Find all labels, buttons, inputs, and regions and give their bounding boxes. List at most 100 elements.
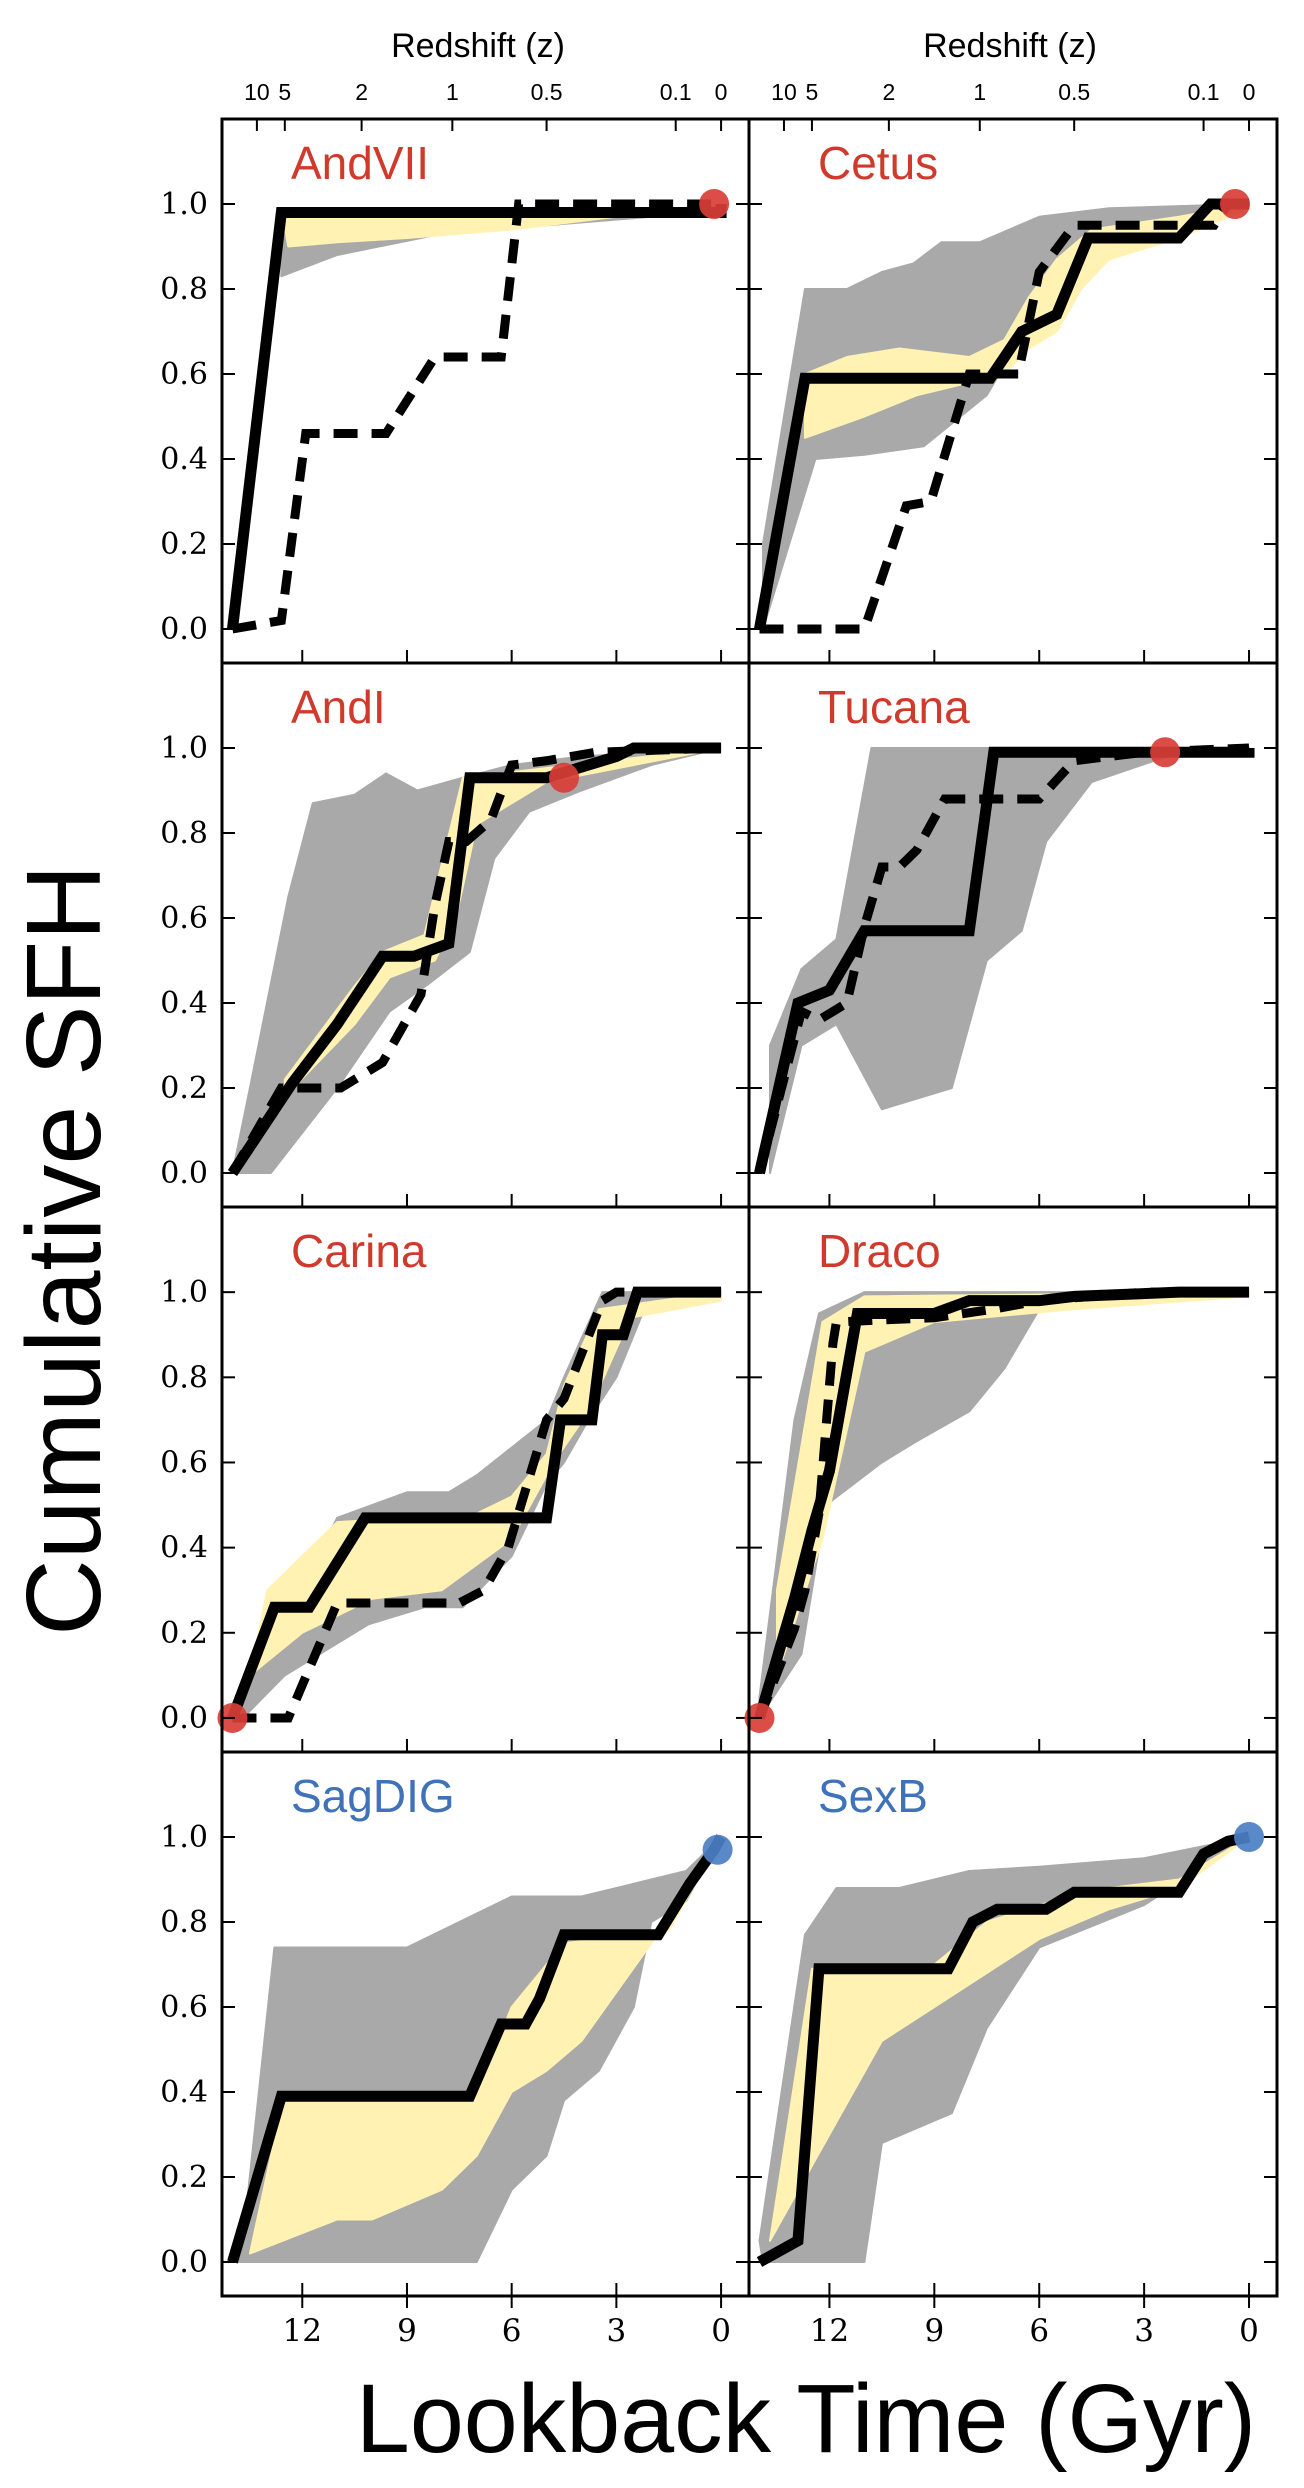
- tau90-marker: [549, 762, 580, 793]
- tau90-marker: [1150, 737, 1181, 768]
- panel-tucana: Tucana: [747, 661, 1279, 1209]
- solid-sfh-line: [227, 1286, 722, 1720]
- y-tick-label: 0.8: [160, 1905, 208, 1940]
- y-tick-label: 1.0: [160, 1820, 208, 1855]
- y-axis-title: Cumulative SFH: [5, 864, 123, 1636]
- systematic-uncertainty-band: [248, 1836, 723, 2255]
- y-tick-label: 0.6: [160, 1990, 208, 2025]
- solid-sfh-line: [227, 742, 722, 1177]
- systematic-uncertainty-band: [775, 1291, 1251, 1677]
- z-tick-label: 5: [806, 79, 819, 105]
- panel-carina: 0.0 0.2 0.4 0.6 0.8 1.0 Carina: [160, 1205, 751, 1754]
- y-tick-label: 0.4: [160, 442, 208, 477]
- x-tick-label: 3: [607, 2313, 627, 2349]
- mc-uncertainty-band: [231, 747, 723, 1174]
- x-tick-label: 0: [711, 2313, 731, 2349]
- dashed-sfh-line: [759, 199, 1250, 634]
- systematic-uncertainty-band: [283, 747, 723, 1098]
- y-tick-label: 0.4: [160, 1531, 208, 1566]
- dashed-sfh-line: [755, 743, 1250, 1175]
- z-tick-label: 0: [1243, 79, 1256, 105]
- y-tick-label: 0.8: [160, 272, 208, 307]
- panel-sexb: 12 9 6 3 0 SexB: [747, 1750, 1279, 2349]
- top-axis-label: Redshift (z): [391, 27, 565, 65]
- y-tick-label: 0.2: [160, 1616, 208, 1651]
- plot-area: [227, 1834, 726, 2264]
- x-tick-label: 6: [502, 2313, 522, 2349]
- y-tick-label: 0.2: [160, 1071, 208, 1106]
- z-tick-label: 2: [355, 79, 368, 105]
- panel-title: Carina: [291, 1225, 427, 1277]
- panel-cetus: 10 5 2 1 0.5 0.1 0 Cetus: [747, 79, 1279, 665]
- plot-area: [227, 742, 723, 1177]
- y-tick-label: 0.6: [160, 901, 208, 936]
- panel-title: AndVII: [291, 137, 429, 189]
- dashed-sfh-line: [228, 743, 722, 1176]
- x-axis-title: Lookback Time (Gyr): [356, 2364, 1256, 2473]
- panel-title: Tucana: [818, 681, 970, 733]
- z-tick-label: 1: [973, 79, 986, 105]
- z-tick-label: 10: [771, 79, 797, 105]
- plot-area: [754, 198, 1251, 634]
- solid-sfh-line: [227, 1834, 726, 2264]
- x-tick-label: 9: [397, 2313, 417, 2349]
- panel-title: SagDIG: [291, 1770, 455, 1822]
- plot-area: [227, 1286, 723, 1723]
- y-tick-label: 0.0: [160, 1156, 208, 1191]
- y-tick-label: 0.4: [160, 986, 208, 1021]
- panel-title: Draco: [818, 1225, 941, 1277]
- y-tick-label: 0.8: [160, 1360, 208, 1395]
- y-tick-label: 0.0: [160, 612, 208, 647]
- z-tick-label: 0.5: [1058, 79, 1090, 105]
- z-tick-label: 2: [882, 79, 895, 105]
- y-tick-label: 0.6: [160, 357, 208, 392]
- dashed-sfh-line: [232, 1287, 722, 1723]
- z-tick-label: 0.5: [531, 79, 563, 105]
- z-tick-label: 0.1: [660, 79, 692, 105]
- z-tick-label: 5: [278, 79, 291, 105]
- top-axis-label-right: Redshift (z): [923, 27, 1097, 65]
- panel-andi: 0.0 0.2 0.4 0.6 0.8 1.0 AndI: [160, 661, 751, 1209]
- tau90-marker: [1234, 1822, 1265, 1852]
- panel-title: SexB: [818, 1770, 928, 1822]
- x-tick-label: 12: [283, 2313, 322, 2349]
- dashed-sfh-line: [231, 199, 722, 634]
- y-tick-label: 0.0: [160, 1701, 208, 1736]
- x-tick-label: 0: [1239, 2313, 1259, 2349]
- y-tick-label: 0.6: [160, 1445, 208, 1480]
- x-tick-label: 9: [924, 2313, 944, 2349]
- x-tick-label: 12: [810, 2313, 849, 2349]
- z-tick-label: 0.1: [1188, 79, 1220, 105]
- dashed-sfh-line: [755, 1287, 1250, 1720]
- mc-uncertainty-band: [768, 747, 1251, 1174]
- solid-sfh-line: [754, 198, 1250, 630]
- z-tick-label: 0: [715, 79, 728, 105]
- mc-uncertainty-band: [241, 1291, 723, 1719]
- tau90-marker: [702, 1834, 733, 1865]
- plot-area: [754, 1286, 1251, 1720]
- panel-title: AndI: [291, 681, 386, 733]
- mc-uncertainty-band: [758, 1291, 1251, 1719]
- z-tick-label: 1: [446, 79, 459, 105]
- solid-sfh-line: [756, 1831, 1251, 2267]
- panel-frame: [747, 1750, 1279, 2298]
- y-tick-label: 0.2: [160, 2160, 208, 2195]
- y-tick-label: 0.2: [160, 527, 208, 562]
- y-tick-label: 0.0: [160, 2245, 208, 2280]
- tau90-marker: [1220, 189, 1251, 219]
- tau90-marker: [699, 189, 730, 219]
- panel-sagdig: 0.0 0.2 0.4 0.6 0.8 1.0 12 9 6 3 0 SagDIG: [160, 1750, 751, 2349]
- panel-draco: Draco: [744, 1205, 1279, 1754]
- y-tick-label: 0.4: [160, 2075, 208, 2110]
- solid-sfh-line: [754, 1286, 1250, 1720]
- y-tick-label: 1.0: [160, 187, 208, 222]
- solid-sfh-line: [754, 746, 1255, 1175]
- plot-area: [754, 743, 1255, 1175]
- y-tick-label: 0.8: [160, 816, 208, 851]
- panel-title: Cetus: [818, 137, 938, 189]
- z-tick-label: 10: [244, 79, 270, 105]
- panel-andvii: 0.0 0.2 0.4 0.6 0.8 1.0 10 5 2 1 0.5 0.1 0 AndVII: [160, 79, 751, 665]
- x-tick-label: 6: [1029, 2313, 1049, 2349]
